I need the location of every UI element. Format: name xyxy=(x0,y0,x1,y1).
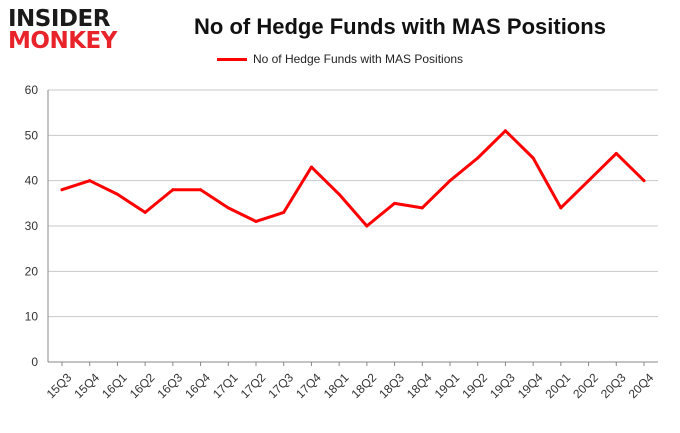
x-tick-label: 20Q2 xyxy=(570,370,601,401)
data-point xyxy=(199,188,203,192)
data-point xyxy=(60,188,64,192)
x-tick-label: 20Q1 xyxy=(543,370,574,401)
data-point xyxy=(254,219,258,223)
data-point xyxy=(143,210,147,214)
x-tick-label: 17Q3 xyxy=(265,370,296,401)
y-tick-label: 60 xyxy=(25,83,39,97)
x-tick-label: 18Q1 xyxy=(321,370,352,401)
x-tick-label: 17Q2 xyxy=(238,370,269,401)
y-tick-label: 20 xyxy=(25,264,39,278)
data-point xyxy=(503,129,507,133)
logo-text-top: INSIDER xyxy=(8,6,110,32)
x-tick-label: 20Q4 xyxy=(626,370,657,401)
chart-legend: No of Hedge Funds with MAS Positions xyxy=(0,52,680,66)
data-point xyxy=(642,179,646,183)
chart-title: No of Hedge Funds with MAS Positions xyxy=(194,14,606,39)
data-point xyxy=(226,206,230,210)
data-point xyxy=(337,192,341,196)
legend-swatch xyxy=(216,57,247,61)
data-point xyxy=(587,179,591,183)
data-point xyxy=(448,179,452,183)
y-tick-label: 40 xyxy=(25,174,39,188)
y-tick-label: 30 xyxy=(25,219,39,233)
y-tick-label: 10 xyxy=(25,310,39,324)
y-tick-label: 0 xyxy=(31,355,38,369)
x-tick-label: 16Q4 xyxy=(182,370,213,401)
data-point xyxy=(309,165,313,169)
x-tick-label: 17Q1 xyxy=(210,370,241,401)
logo-text-bottom: MONKEY xyxy=(8,28,117,54)
x-tick-label: 18Q3 xyxy=(376,370,407,401)
y-tick-label: 50 xyxy=(25,128,39,142)
data-point xyxy=(420,206,424,210)
x-tick-label: 18Q2 xyxy=(349,370,380,401)
x-tick-label: 17Q4 xyxy=(293,370,324,401)
data-point xyxy=(282,210,286,214)
data-point xyxy=(559,206,563,210)
data-point xyxy=(531,156,535,160)
x-tick-label: 18Q4 xyxy=(404,370,435,401)
x-tick-label: 19Q3 xyxy=(487,370,518,401)
x-tick-label: 19Q1 xyxy=(432,370,463,401)
x-tick-label: 19Q4 xyxy=(515,370,546,401)
legend-label: No of Hedge Funds with MAS Positions xyxy=(252,52,464,66)
insider-monkey-logo: INSIDER MONKEY xyxy=(8,6,128,54)
data-point xyxy=(115,192,119,196)
series-line xyxy=(60,129,646,228)
data-point xyxy=(365,224,369,228)
data-point xyxy=(476,156,480,160)
data-point xyxy=(393,201,397,205)
x-tick-label: 16Q2 xyxy=(127,370,158,401)
x-tick-label: 16Q1 xyxy=(99,370,130,401)
x-tick-label: 16Q3 xyxy=(155,370,186,401)
x-tick-label: 15Q4 xyxy=(71,370,102,401)
data-point xyxy=(614,151,618,155)
x-tick-label: 19Q2 xyxy=(459,370,490,401)
x-tick-label: 15Q3 xyxy=(44,370,75,401)
data-point xyxy=(88,179,92,183)
data-point xyxy=(171,188,175,192)
x-tick-label: 20Q3 xyxy=(598,370,629,401)
